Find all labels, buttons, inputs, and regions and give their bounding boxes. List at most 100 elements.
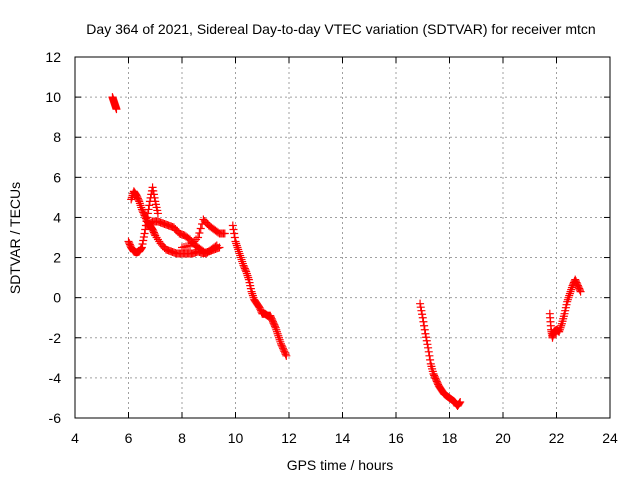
y-tick-label: 4 (53, 209, 61, 225)
data-point-interp (138, 240, 147, 249)
data-point-interp (230, 229, 239, 238)
data-point-interp (188, 239, 197, 248)
data-point (418, 313, 427, 322)
data-point (153, 209, 162, 218)
data-point-interp (565, 291, 574, 300)
y-tick-label: 0 (53, 290, 61, 306)
data-point-interp (275, 335, 284, 344)
data-point-interp (141, 225, 150, 234)
x-axis-label: GPS time / hours (287, 457, 394, 473)
data-point (194, 233, 203, 242)
data-point-interp (233, 243, 242, 252)
data-point-interp (274, 333, 283, 342)
data-point-interp (422, 333, 431, 342)
data-point-interp (420, 325, 429, 334)
data-point-interp (563, 295, 572, 304)
data-point-interp (420, 321, 429, 330)
data-point-interp (150, 229, 159, 238)
data-point-interp (567, 283, 576, 292)
data-point-interp (153, 235, 162, 244)
data-point (282, 351, 291, 360)
data-point-interp (273, 329, 282, 338)
data-point-interp (555, 325, 564, 334)
x-tick-label: 18 (442, 430, 458, 446)
y-tick-label: 10 (45, 89, 61, 105)
data-point-interp (243, 271, 252, 280)
grid-lines (75, 57, 610, 418)
series-afternoon (416, 299, 465, 410)
data-point-interp (137, 244, 146, 253)
data-point-interp (211, 242, 220, 251)
data-point-interp (232, 239, 241, 248)
series-morning-a (124, 183, 162, 257)
data-point-interp (232, 241, 241, 250)
y-tick-label: -4 (49, 370, 62, 386)
data-point-interp (234, 247, 243, 256)
data-point (148, 183, 157, 192)
series-early (108, 93, 121, 114)
data-point-interp (230, 233, 239, 242)
data-point-interp (137, 203, 146, 212)
y-tick-label: 6 (53, 169, 61, 185)
data-point-interp (455, 398, 464, 407)
data-point-interp (229, 225, 238, 234)
data-point (576, 287, 585, 296)
data-point-interp (236, 251, 245, 260)
data-point-interp (276, 337, 285, 346)
data-point-interp (416, 303, 425, 312)
x-tick-label: 22 (549, 430, 565, 446)
data-point-interp (244, 273, 253, 282)
data-point-interp (149, 190, 158, 199)
data-point (127, 195, 136, 204)
data-point-interp (254, 301, 263, 310)
data-point (140, 229, 149, 238)
data-points (108, 93, 585, 410)
x-tick-label: 10 (228, 430, 244, 446)
data-point (186, 241, 195, 250)
data-point (220, 229, 229, 238)
data-point (247, 287, 256, 296)
data-point-interp (423, 340, 432, 349)
series-morning-d (178, 215, 229, 252)
x-tick-label: 12 (281, 430, 297, 446)
data-point-interp (281, 350, 290, 359)
data-point-interp (422, 336, 431, 345)
data-point-interp (144, 205, 153, 214)
data-point-interp (575, 286, 584, 295)
data-point (234, 245, 243, 254)
data-point-interp (248, 289, 257, 298)
data-point-interp (566, 287, 575, 296)
data-point (137, 243, 146, 252)
data-point-interp (152, 233, 161, 242)
data-point (228, 221, 237, 230)
chart-title: Day 364 of 2021, Sidereal Day-to-day VTE… (86, 21, 595, 37)
data-point-interp (237, 255, 246, 264)
y-tick-label: 2 (53, 250, 61, 266)
series-decline (228, 221, 291, 360)
y-axis-label: SDTVAR / TECUs (7, 182, 23, 294)
data-point (565, 289, 574, 298)
data-point-interp (190, 237, 199, 246)
data-point-interp (424, 347, 433, 356)
data-point-interp (134, 195, 143, 204)
data-point-interp (150, 193, 159, 202)
data-point (456, 397, 465, 406)
data-point-interp (149, 186, 158, 195)
x-tick-label: 16 (388, 430, 404, 446)
data-point-interp (556, 323, 565, 332)
data-point-interp (270, 322, 279, 331)
y-tick-label: -2 (49, 330, 62, 346)
data-point (421, 329, 430, 338)
data-point-interp (272, 327, 281, 336)
data-point (416, 299, 425, 308)
data-point-interp (557, 321, 566, 330)
data-point (242, 267, 251, 276)
data-point-interp (417, 306, 426, 315)
data-point (212, 241, 221, 250)
x-tick-label: 8 (178, 430, 186, 446)
data-point-interp (241, 266, 250, 275)
data-point (236, 253, 245, 262)
x-tick-label: 6 (125, 430, 133, 446)
